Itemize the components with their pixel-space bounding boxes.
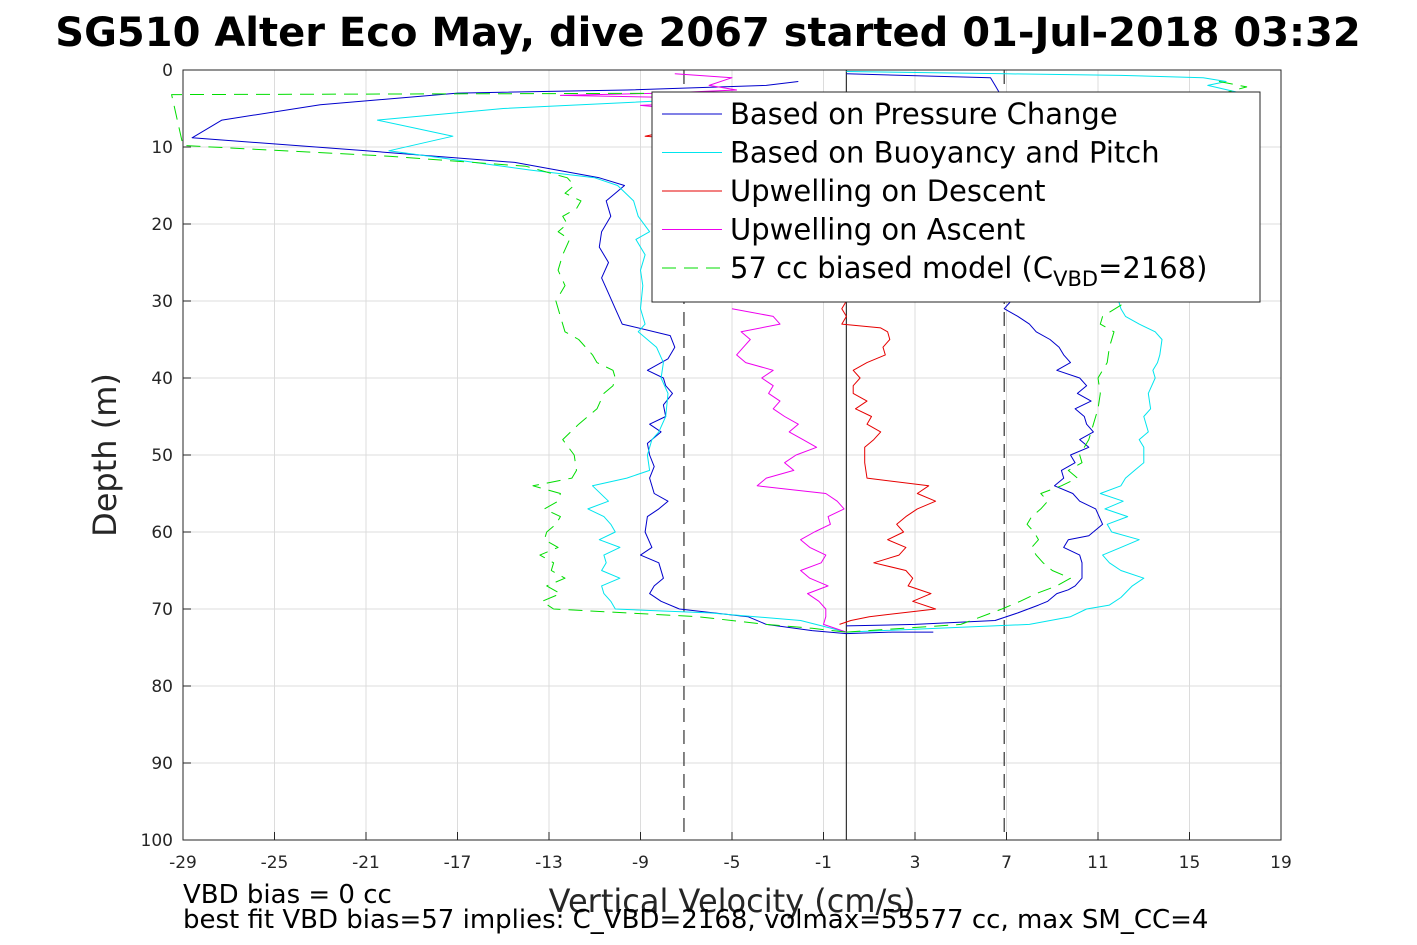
legend-entry-label: Upwelling on Descent	[730, 174, 1046, 208]
y-tick-label: 60	[151, 523, 173, 543]
x-axis-label: Vertical Velocity (cm/s)	[549, 882, 916, 920]
series-line-upwell_asc_deep	[731, 308, 847, 633]
x-tick-label: -21	[352, 853, 380, 873]
y-tick-label: 100	[141, 831, 173, 851]
x-tick-label: -29	[169, 853, 197, 873]
series-layer	[171, 71, 1259, 635]
y-tick-label: 80	[151, 677, 173, 697]
x-tick-label: -25	[261, 853, 289, 873]
y-tick-label: 10	[151, 138, 173, 158]
x-tick-label: -9	[632, 853, 649, 873]
y-tick-label: 40	[151, 369, 173, 389]
legend-entry-label: Based on Buoyancy and Pitch	[730, 136, 1160, 170]
series-line-model_desc	[171, 92, 847, 633]
series-line-pressure_desc	[191, 81, 934, 635]
legend-entry-label: 57 cc biased model (CVBD=2168)	[730, 251, 1208, 291]
x-tick-label: 11	[1087, 853, 1109, 873]
x-tick-label: 15	[1179, 853, 1201, 873]
footnote-bias: VBD bias = 0 cc	[183, 880, 392, 910]
series-line-upwell_asc_red	[839, 300, 937, 625]
legend: Based on Pressure Change Based on Buoyanc…	[651, 91, 1261, 303]
legend-entry-label: Upwelling on Ascent	[730, 213, 1025, 247]
x-tick-label: -1	[815, 853, 832, 873]
x-tick-label: 7	[1001, 853, 1012, 873]
y-axis-label: Depth (m)	[86, 373, 124, 537]
chart-title: SG510 Alter Eco May, dive 2067 started 0…	[55, 10, 1360, 56]
x-tick-label: -5	[724, 853, 741, 873]
y-tick-label: 70	[151, 600, 173, 620]
y-tick-label: 50	[151, 446, 173, 466]
y-tick-label: 0	[162, 61, 173, 81]
x-tick-label: 3	[910, 853, 921, 873]
y-tick-label: 20	[151, 215, 173, 235]
legend-box	[651, 91, 1261, 303]
y-tick-label: 30	[151, 292, 173, 312]
y-axis-ticks: 0 10 20 30 40 50 60 70 80 90 100	[141, 61, 191, 851]
y-tick-label: 90	[151, 754, 173, 774]
x-tick-label: 19	[1270, 853, 1292, 873]
footnote-best-fit: best fit VBD bias=57 implies: C_VBD=2168…	[183, 905, 1208, 935]
x-tick-label: -13	[535, 853, 563, 873]
series-line-buoyancy_desc	[376, 92, 847, 633]
legend-entry-label: Based on Pressure Change	[730, 97, 1118, 131]
x-tick-label: -17	[444, 853, 472, 873]
x-axis-ticks: -29 -25 -21 -17 -13 -9 -5 -1 3 7 11 15 19	[169, 832, 1292, 873]
